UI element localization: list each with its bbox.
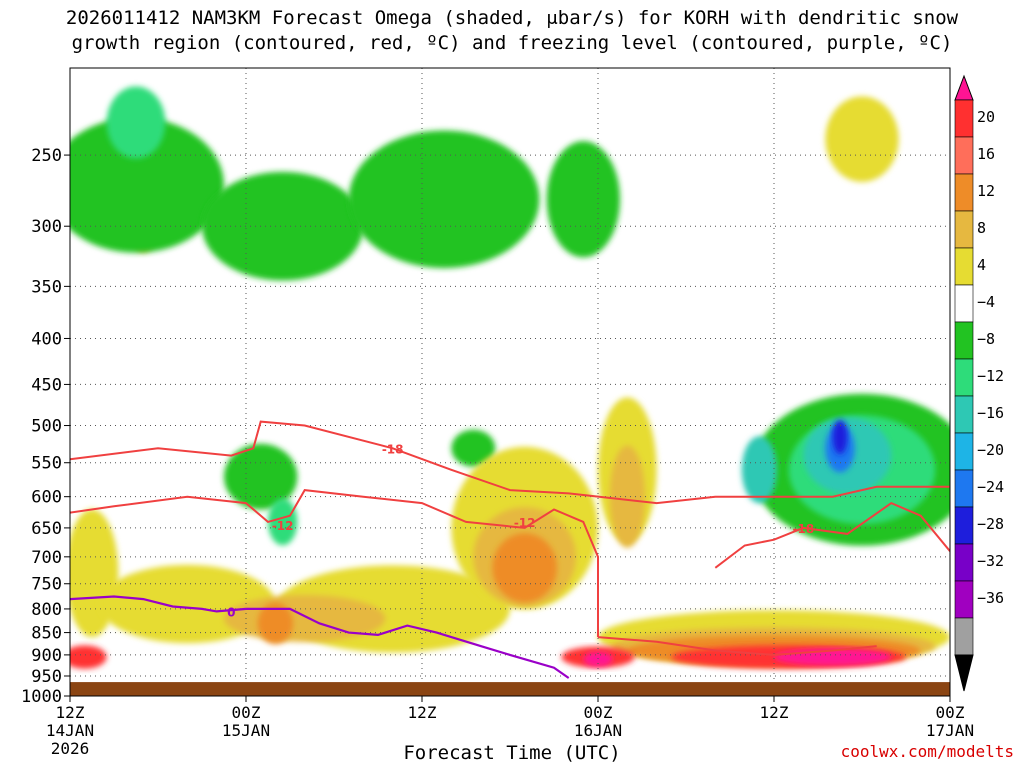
dgz-contour: [70, 489, 599, 638]
omega-region: [609, 445, 645, 548]
omega-region: [70, 117, 224, 253]
x-tick-label: 17JAN: [926, 721, 974, 740]
y-tick-label: 600: [31, 488, 62, 508]
omega-region: [451, 429, 496, 467]
y-tick-label: 300: [31, 217, 62, 237]
dgz-contour-label: -18: [792, 522, 814, 536]
omega-region: [583, 651, 613, 667]
omega-region: [224, 595, 386, 642]
plot-frame: [69, 67, 951, 697]
ground-surface: [70, 682, 950, 696]
omega-region: [546, 141, 620, 258]
colorbar-segment: [954, 321, 974, 360]
y-tick-label: 350: [31, 277, 62, 297]
freezing-level-contour: [70, 595, 570, 679]
y-tick-label: 500: [31, 417, 62, 437]
colorbar-segment: [954, 210, 974, 249]
y-tick-label: 650: [31, 519, 62, 539]
omega-region: [348, 130, 540, 269]
credit-text: coolwx.com/modelts: [840, 742, 1014, 761]
omega-region: [832, 419, 848, 455]
x-tick-label: 2026: [51, 739, 90, 758]
dgz-contour: [714, 501, 950, 569]
omega-region: [825, 96, 899, 182]
x-tick-label: 12Z: [760, 703, 789, 722]
colorbar-label: −8: [977, 330, 995, 348]
colorbar-segment: [954, 469, 974, 508]
omega-region: [70, 645, 107, 669]
colorbar-label: −36: [977, 589, 1004, 607]
x-axis-label: Forecast Time (UTC): [403, 742, 621, 764]
colorbar-label: −20: [977, 441, 1004, 459]
x-tick-label: 16JAN: [574, 721, 622, 740]
omega-region: [223, 443, 298, 510]
y-tick-label: 450: [31, 375, 62, 395]
colorbar-label: 12: [977, 182, 995, 200]
dgz-contour-label: -18: [382, 442, 404, 456]
colorbar-label: 4: [977, 256, 986, 274]
chart-title-line2: growth region (contoured, red, ºC) and f…: [71, 32, 953, 54]
colorbar-label: 16: [977, 145, 995, 163]
colorbar-segment: [954, 99, 974, 138]
omega-region: [492, 533, 557, 603]
colorbar-label: −32: [977, 552, 1004, 570]
y-tick-label: 750: [31, 575, 62, 595]
colorbar-segment: [954, 580, 974, 619]
colorbar-segment: [954, 136, 974, 175]
colorbar-label: −12: [977, 367, 1004, 385]
colorbar-segment: [954, 358, 974, 397]
colorbar-bottom-arrow: [954, 654, 974, 692]
x-tick-label: 14JAN: [46, 721, 94, 740]
colorbar-segment: [954, 506, 974, 545]
dgz-contour: [597, 636, 877, 656]
x-tick-label: 12Z: [56, 703, 85, 722]
omega-region: [268, 498, 298, 546]
colorbar-label: −24: [977, 478, 1004, 496]
y-tick-label: 1000: [21, 687, 62, 707]
colorbar-segment: [954, 617, 974, 656]
colorbar-label: 8: [977, 219, 986, 237]
x-tick-label: 00Z: [232, 703, 261, 722]
freezing-level-label: 0: [227, 605, 235, 619]
y-tick-label: 800: [31, 600, 62, 620]
y-tick-label: 250: [31, 146, 62, 166]
x-tick-label: 00Z: [936, 703, 965, 722]
colorbar-segment: [954, 173, 974, 212]
colorbar-segment: [954, 247, 974, 286]
x-tick-label: 00Z: [584, 703, 613, 722]
y-tick-label: 700: [31, 548, 62, 568]
omega-region: [741, 436, 777, 504]
colorbar-segment: [954, 432, 974, 471]
dgz-contour: [70, 420, 950, 505]
colorbar-label: −16: [977, 404, 1004, 422]
colorbar-top-arrow: [954, 74, 974, 101]
omega-region: [202, 171, 364, 281]
omega-region: [106, 86, 166, 159]
y-tick-label: 550: [31, 454, 62, 474]
colorbar-segment: [954, 543, 974, 582]
dgz-contour-label: -12: [272, 519, 294, 533]
y-tick-label: 950: [31, 667, 62, 687]
chart-title-line1: 2026011412 NAM3KM Forecast Omega (shaded…: [65, 7, 959, 29]
colorbar-segment: [954, 395, 974, 434]
y-tick-label: 900: [31, 646, 62, 666]
colorbar-label: −28: [977, 515, 1004, 533]
y-tick-label: 400: [31, 329, 62, 349]
colorbar-label: 20: [977, 108, 995, 126]
dgz-contour-label: -12: [514, 516, 536, 530]
colorbar-segment: [954, 284, 974, 323]
colorbar-label: −4: [977, 293, 995, 311]
y-tick-label: 850: [31, 624, 62, 644]
x-tick-label: 15JAN: [222, 721, 270, 740]
x-tick-label: 12Z: [408, 703, 437, 722]
omega-region: [257, 602, 293, 645]
